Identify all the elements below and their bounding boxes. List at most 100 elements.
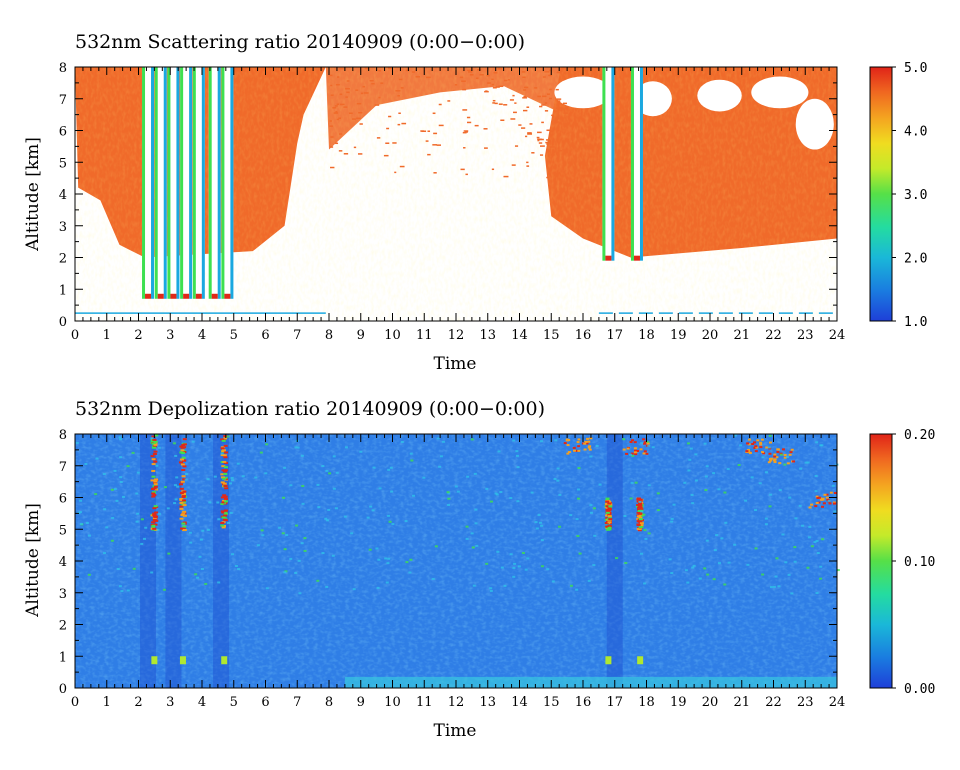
high-depol-speck	[151, 441, 156, 444]
x-tick-label: 13	[479, 328, 496, 343]
speckle	[733, 434, 737, 437]
chart-title: 532nm Scattering ratio 20140909 (0:00−0:…	[75, 31, 525, 53]
speckle	[131, 451, 135, 454]
speckle	[556, 100, 561, 102]
speckle	[807, 536, 811, 539]
speckle	[788, 496, 792, 499]
high-depol-speck	[642, 438, 646, 441]
speckle	[336, 118, 339, 121]
speckle	[550, 154, 555, 156]
speckle	[557, 149, 563, 152]
high-depol-speck	[769, 459, 773, 462]
high-depol-speck	[634, 449, 638, 452]
cloud-base	[183, 293, 190, 299]
x-tick-label: 8	[325, 695, 333, 710]
speckle	[176, 485, 180, 488]
speckle	[704, 489, 708, 492]
speckle	[206, 478, 210, 481]
speckle	[298, 592, 302, 595]
high-depol-speck	[770, 457, 774, 460]
speckle	[378, 70, 381, 72]
speckle	[189, 541, 193, 544]
high-depol-speck	[815, 502, 819, 505]
high-depol-speck	[607, 502, 612, 505]
speckle	[303, 549, 307, 552]
high-depol-speck	[605, 505, 610, 508]
x-tick-label: 11	[416, 328, 433, 343]
speckle	[575, 588, 579, 591]
high-depol-speck	[773, 458, 777, 461]
speckle	[316, 483, 320, 486]
speckle	[422, 476, 426, 479]
high-depol-speck	[181, 452, 186, 455]
high-depol-speck	[759, 441, 763, 444]
high-depol-speck	[224, 487, 229, 490]
speckle	[774, 575, 778, 578]
speckle	[150, 571, 154, 574]
high-depol-speck	[790, 448, 794, 451]
speckle	[631, 454, 635, 457]
speckle	[686, 442, 690, 445]
y-tick-label: 5	[59, 156, 67, 171]
high-depol-speck	[633, 447, 637, 450]
speckle	[294, 571, 298, 574]
speckle	[325, 469, 329, 472]
high-depol-speck	[151, 492, 156, 495]
speckle	[492, 87, 497, 89]
high-depol-speck	[153, 450, 158, 453]
speckle	[827, 499, 831, 502]
high-depol-speck	[222, 482, 227, 485]
cloud-column-edge	[189, 67, 193, 299]
high-depol-speck	[223, 466, 228, 469]
speckle	[388, 520, 392, 523]
high-depol-speck	[220, 446, 225, 449]
speckle	[447, 497, 451, 500]
speckle	[510, 118, 516, 120]
speckle	[345, 96, 348, 98]
speckle	[335, 111, 338, 113]
high-depol-speck	[220, 510, 225, 513]
speckle	[226, 435, 230, 438]
high-depol-speck	[151, 524, 156, 527]
x-tick-label: 22	[765, 328, 782, 343]
speckle	[415, 76, 421, 78]
speckle	[230, 479, 234, 482]
speckle	[615, 557, 619, 560]
speckle	[282, 496, 286, 499]
x-tick-label: 23	[797, 695, 814, 710]
speckle	[363, 92, 369, 94]
x-tick-label: 17	[606, 695, 623, 710]
high-depol-speck	[223, 485, 228, 488]
speckle	[569, 514, 573, 517]
high-depol-speck	[633, 452, 637, 455]
x-tick-label: 5	[230, 328, 238, 343]
speckle	[175, 476, 179, 479]
speckle	[436, 437, 440, 440]
high-depol-speck	[637, 509, 642, 512]
high-depol-speck	[636, 498, 641, 501]
speckle	[399, 165, 405, 168]
y-tick-label: 0	[59, 682, 67, 697]
high-depol-speck	[221, 511, 226, 514]
high-depol-speck	[607, 526, 612, 529]
speckle	[554, 439, 558, 442]
speckle	[474, 508, 478, 511]
high-depol-speck	[604, 522, 609, 525]
speckle	[768, 505, 772, 508]
high-depol-speck	[792, 460, 796, 463]
speckle	[768, 434, 772, 437]
speckle	[339, 133, 343, 135]
x-tick-label: 4	[198, 328, 206, 343]
high-depol-speck	[152, 491, 157, 494]
speckle	[816, 552, 820, 555]
high-depol-speck	[181, 444, 186, 447]
x-tick-label: 7	[293, 328, 301, 343]
high-depol-speck	[572, 446, 576, 449]
high-depol-speck	[220, 524, 225, 527]
colorbar-tick-label: 2.0	[904, 252, 927, 267]
speckle	[331, 554, 335, 557]
speckle	[368, 548, 372, 551]
speckle	[119, 456, 123, 459]
speckle	[213, 475, 217, 478]
speckle	[644, 537, 648, 540]
